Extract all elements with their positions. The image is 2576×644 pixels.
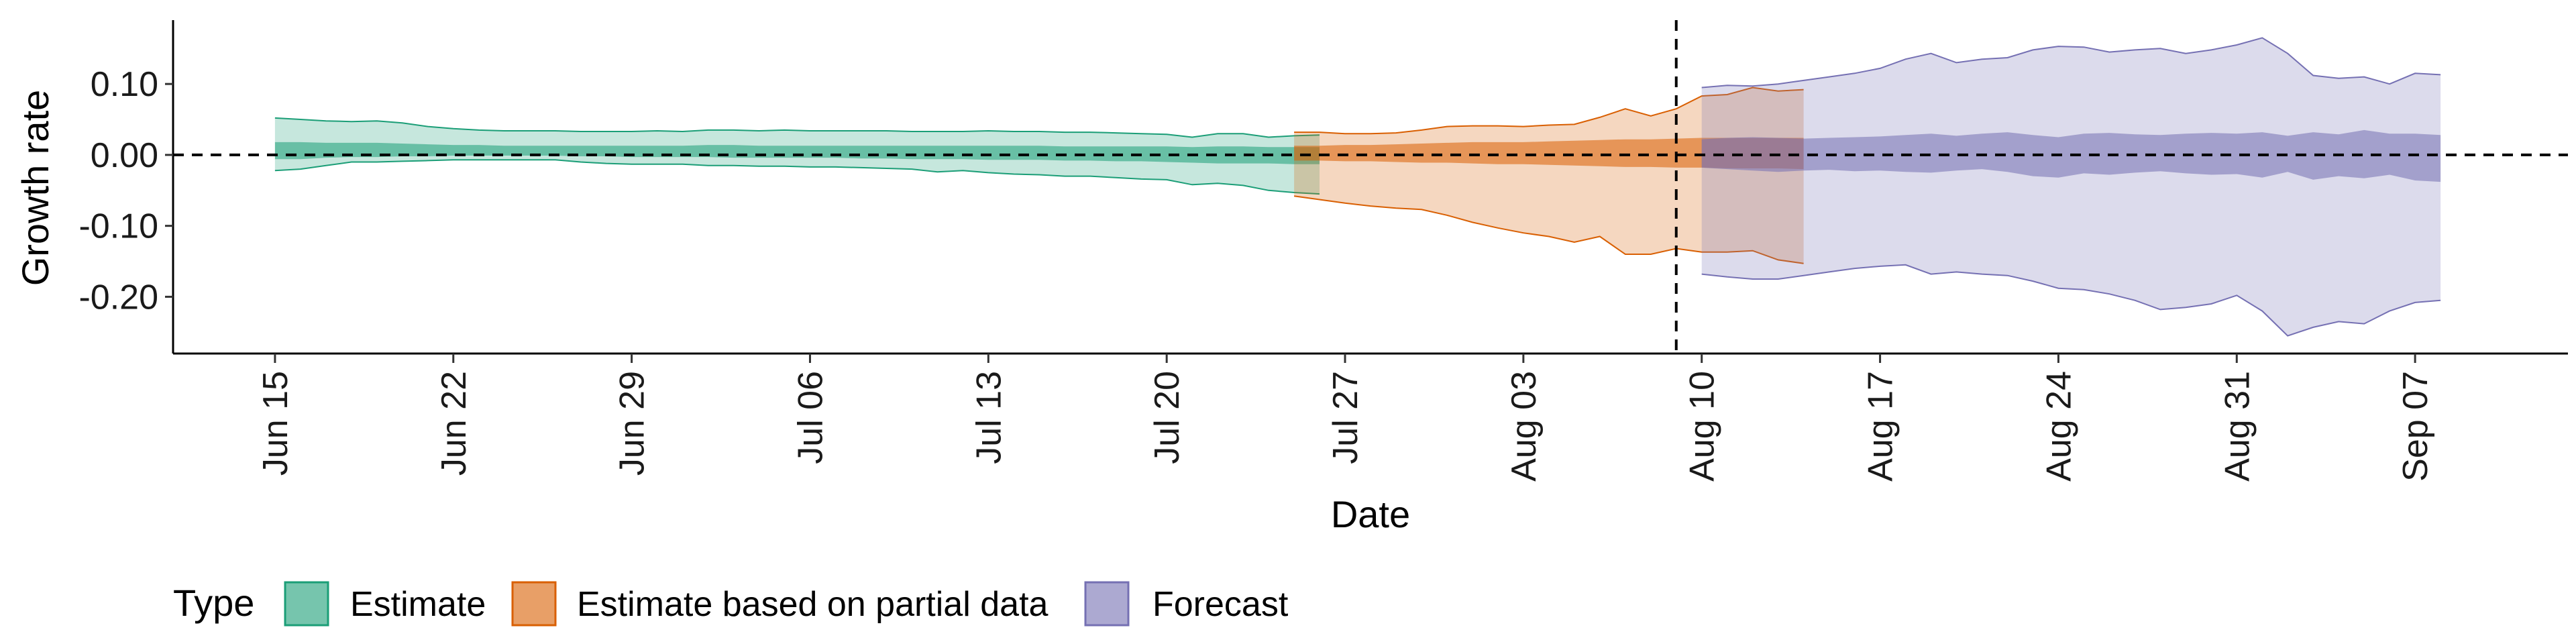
legend-title: Type [173,582,254,624]
y-ticks: 0.10 0.00 -0.10 -0.20 [78,65,173,317]
estimate-outer-upper-line [274,117,1320,138]
y-axis-title: Growth rate [14,90,56,286]
x-tick-label: Jul 20 [1148,371,1187,464]
legend-label-forecast: Forecast [1152,585,1289,624]
plot-area [173,20,2568,354]
legend-key-partial [511,581,557,627]
legend-label-partial: Estimate based on partial data [577,585,1049,624]
legend-label-estimate: Estimate [350,585,486,624]
x-tick-label: Aug 31 [2218,371,2257,482]
x-tick-label: Aug 03 [1505,371,1544,482]
axes [172,20,2568,355]
forecast-outer-lower-line [1701,264,2441,337]
x-tick-label: Jun 29 [613,371,652,476]
estimate-outer-lower-line [274,159,1320,195]
partial-outer-band [1294,87,1804,264]
x-axis-title: Date [1331,493,1410,535]
estimate-inner-band [274,142,1320,164]
forecast-outer-band [1701,38,2441,336]
y-tick-label: 0.10 [91,65,158,104]
x-tick-label: Aug 10 [1683,371,1722,482]
x-tick-label: Sep 07 [2396,371,2435,482]
x-ticks: Jun 15 Jun 22 Jun 29 Jul 06 Jul 13 Jul 20 Jul … [256,354,2435,482]
x-tick-label: Jul 27 [1326,371,1365,464]
legend-key-estimate [284,581,329,627]
x-tick-label: Aug 24 [2039,371,2078,482]
x-tick-label: Jul 13 [969,371,1008,464]
y-tick-label: -0.10 [78,207,158,246]
legend: Type Estimate Estimate based on partial … [173,581,1289,627]
forecast-outer-upper-line [1701,37,2441,89]
x-tick-label: Jun 22 [435,371,474,476]
y-tick-label: -0.20 [78,278,158,317]
legend-key-forecast [1084,581,1130,627]
y-tick-label: 0.00 [91,136,158,175]
x-tick-label: Jul 06 [792,371,830,464]
x-tick-label: Aug 17 [1862,371,1900,482]
partial-outer-lower-line [1293,195,1804,264]
partial-outer-upper-line [1294,87,1804,135]
x-tick-label: Jun 15 [256,371,295,476]
